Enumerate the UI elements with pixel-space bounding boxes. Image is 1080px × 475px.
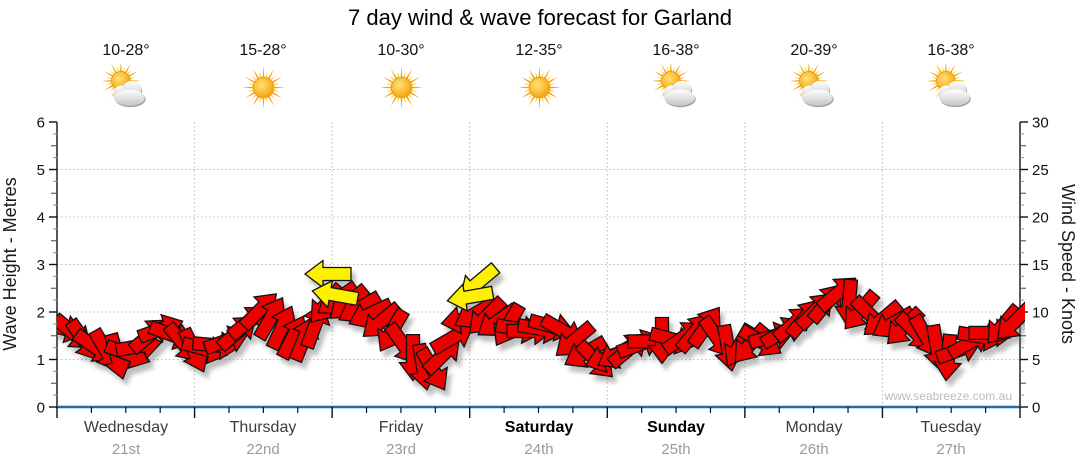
watermark: www.seabreeze.com.au	[884, 389, 1012, 403]
x-label-thursday: Thursday 22nd	[198, 419, 328, 458]
gust-arrow-icon	[311, 279, 360, 309]
day-name: Wednesday	[83, 419, 169, 436]
day-date: 23rd	[385, 441, 417, 458]
temp-range-label: 12-35°	[515, 42, 563, 59]
day-header-thursday: 15-28°	[203, 42, 323, 111]
day-date: 27th	[936, 441, 966, 458]
day-name: Thursday	[229, 419, 297, 436]
day-date: 21st	[111, 441, 141, 458]
day-date: 22nd	[246, 441, 280, 458]
day-header-monday: 20-39°	[754, 42, 874, 111]
day-name: Saturday	[504, 419, 574, 436]
temp-range-label: 16-38°	[652, 42, 700, 59]
wind-arrow-band	[57, 259, 1025, 391]
sun-icon	[240, 64, 287, 111]
page-title: 7 day wind & wave forecast for Garland	[348, 5, 732, 30]
wave-axis-tick: 1	[37, 352, 45, 369]
wind-axis-tick: 25	[1032, 162, 1049, 179]
wind-axis-tick: 10	[1032, 304, 1049, 321]
wind-arrow-icon	[996, 300, 1025, 340]
sun-icon	[378, 64, 425, 111]
wave-axis-tick: 0	[37, 399, 45, 416]
wind-axis-title: Wind Speed - Knots	[1058, 184, 1078, 344]
sun-cloud-icon	[650, 61, 700, 111]
temp-range-label: 20-39°	[790, 42, 838, 59]
temp-range-label: 16-38°	[927, 42, 975, 59]
wind-axis-tick: 0	[1032, 399, 1040, 416]
wave-axis-tick: 2	[37, 304, 45, 321]
wave-axis-tick: 4	[37, 209, 45, 226]
x-label-tuesday: Tuesday 27th	[886, 419, 1016, 458]
day-date: 25th	[661, 441, 691, 458]
sun-cloud-icon	[100, 61, 150, 111]
sun-cloud-icon	[788, 61, 838, 111]
temp-range-label: 15-28°	[239, 42, 287, 59]
temp-range-label: 10-28°	[102, 42, 150, 59]
wave-axis-title: Wave Height - Metres	[0, 177, 20, 350]
gust-arrow-icon	[303, 259, 352, 289]
x-label-friday: Friday 23rd	[336, 419, 466, 458]
day-date: 26th	[799, 441, 829, 458]
day-name: Tuesday	[920, 419, 982, 436]
sun-icon	[516, 64, 563, 111]
wave-axis-tick: 3	[37, 257, 45, 274]
temp-range-label: 10-30°	[377, 42, 425, 59]
sun-cloud-icon	[925, 61, 975, 111]
day-name: Sunday	[647, 419, 705, 436]
wind-axis-tick: 5	[1032, 352, 1040, 369]
day-name: Friday	[378, 419, 424, 436]
wave-axis-tick: 6	[37, 114, 45, 131]
day-header-tuesday: 16-38°	[891, 42, 1011, 111]
wind-axis-tick: 20	[1032, 209, 1049, 226]
day-date: 24th	[524, 441, 554, 458]
day-header-friday: 10-30°	[341, 42, 461, 111]
day-name: Monday	[785, 419, 843, 436]
wind-arrow-icon	[252, 296, 286, 342]
day-header-sunday: 16-38°	[616, 42, 736, 111]
gust-arrow-icon	[446, 282, 495, 313]
wind-axis-tick: 15	[1032, 257, 1049, 274]
x-label-monday: Monday 26th	[749, 419, 879, 458]
x-label-sunday: Sunday 25th	[611, 419, 741, 458]
x-label-saturday: Saturday 24th	[474, 419, 604, 458]
day-header-wednesday: 10-28°	[66, 42, 186, 111]
wave-axis-tick: 5	[37, 162, 45, 179]
wind-axis-tick: 30	[1032, 114, 1049, 131]
day-header-saturday: 12-35°	[479, 42, 599, 111]
x-label-wednesday: Wednesday 21st	[61, 419, 191, 458]
